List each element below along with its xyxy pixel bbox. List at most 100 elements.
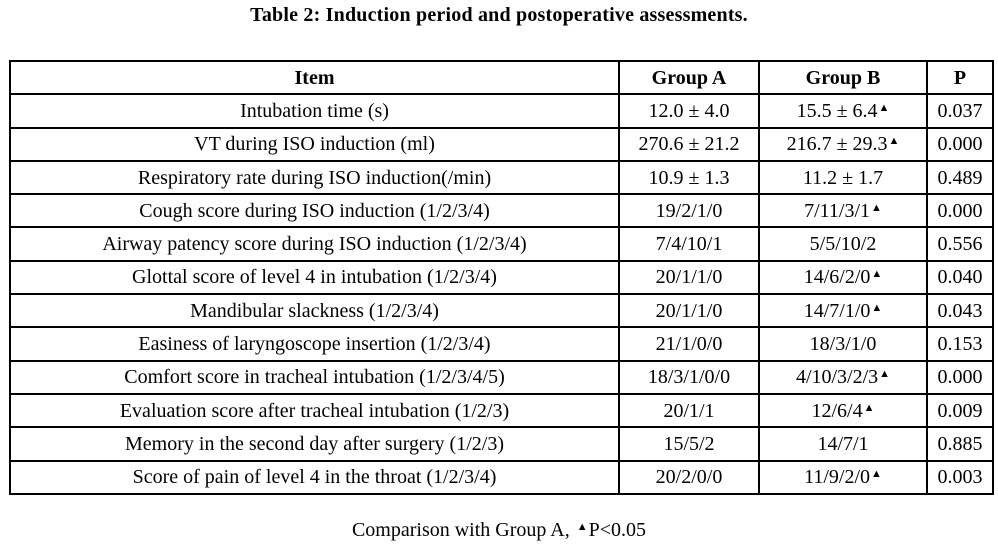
cell-p-value-text: 0.037 [937,99,983,122]
cell-item: Cough score during ISO induction (1/2/3/… [9,193,620,229]
cell-group-b: 15.5 ± 6.4▲ [758,93,928,129]
cell-p-value-text: 0.040 [937,266,983,289]
significance-marker-icon: ▲ [863,401,875,414]
cell-item: Score of pain of level 4 in the throat (… [9,459,620,495]
cell-p-value: 0.000 [926,359,994,395]
cell-item-text: Airway patency score during ISO inductio… [102,233,527,256]
assessment-table: Item Group A Group B P Intubation time (… [9,59,994,495]
cell-item-text: VT during ISO induction (ml) [194,133,435,156]
cell-p-value: 0.037 [926,93,994,129]
table-row: Memory in the second day after surgery (… [9,426,994,462]
cell-group-a-text: 20/1/1 [663,399,715,422]
table-row: Evaluation score after tracheal intubati… [9,392,994,429]
footnote: Comparison with Group A, ▲P<0.05 [0,519,998,542]
cell-item-text: Comfort score in tracheal intubation (1/… [124,366,505,389]
cell-group-a: 270.6 ± 21.2 [618,126,760,162]
table-row: Mandibular slackness (1/2/3/4) 20/1/1/0 14… [9,293,994,329]
significance-marker-icon: ▲ [871,268,883,281]
table-body: Intubation time (s) 12.0 ± 4.0 15.5 ± 6.4▲… [9,93,994,495]
footnote-suffix: P<0.05 [588,519,647,541]
cell-group-b-text: 14/7/1 [817,432,869,455]
cell-p-value: 0.153 [926,326,994,362]
table-row: Comfort score in tracheal intubation (1/… [9,359,994,395]
cell-group-b-text: 14/7/1/0 [803,299,871,322]
significance-marker-icon: ▲ [871,468,882,481]
cell-p-value-text: 0.043 [937,299,983,322]
cell-group-b: 14/7/1 [758,426,928,462]
cell-group-b-text: 5/5/10/2 [809,233,877,256]
cell-group-a: 20/1/1/0 [618,259,760,296]
significance-marker-icon: ▲ [878,101,890,114]
cell-item: Mandibular slackness (1/2/3/4) [9,293,620,329]
cell-group-b: 12/6/4▲ [758,392,928,429]
cell-p-value-text: 0.009 [937,399,983,422]
cell-p-value: 0.000 [926,193,994,229]
significance-marker-icon: ▲ [879,368,891,381]
cell-group-b: 14/6/2/0▲ [758,259,928,296]
cell-group-a: 7/4/10/1 [618,226,760,262]
cell-p-value: 0.489 [926,159,994,196]
cell-p-value: 0.043 [926,293,994,329]
table-title: Table 2: Induction period and postoperat… [250,4,748,26]
cell-item: VT during ISO induction (ml) [9,126,620,162]
cell-p-value-text: 0.153 [937,333,983,356]
cell-group-b: 11/9/2/0▲ [758,459,928,495]
cell-p-value-text: 0.003 [937,466,983,489]
header-group-a: Group A [618,59,760,96]
cell-group-a-text: 12.0 ± 4.0 [648,99,730,122]
table-header-row: Item Group A Group B P [9,59,994,96]
cell-group-a: 20/1/1 [618,392,760,429]
table-row: Easiness of laryngoscope insertion (1/2/… [9,326,994,362]
cell-group-a-text: 20/1/1/0 [655,266,723,289]
cell-p-value: 0.040 [926,259,994,296]
footnote-prefix: Comparison with Group A, [351,519,570,541]
cell-item: Respiratory rate during ISO induction(/m… [9,159,620,196]
cell-item: Intubation time (s) [9,93,620,129]
table-row: VT during ISO induction (ml) 270.6 ± 21.2… [9,126,994,162]
cell-group-a: 21/1/0/0 [618,326,760,362]
table-row: Cough score during ISO induction (1/2/3/… [9,193,994,229]
cell-group-a-text: 18/3/1/0/0 [647,366,731,389]
cell-group-a: 12.0 ± 4.0 [618,93,760,129]
cell-item-text: Score of pain of level 4 in the throat (… [132,466,497,489]
cell-group-b: 11.2 ± 1.7 [758,159,928,196]
cell-item: Airway patency score during ISO inductio… [9,226,620,262]
cell-p-value-text: 0.000 [937,133,983,156]
cell-p-value: 0.009 [926,392,994,429]
header-p: P [926,59,994,96]
significance-marker-icon: ▲ [871,201,882,214]
cell-item: Comfort score in tracheal intubation (1/… [9,359,620,395]
cell-group-a: 19/2/1/0 [618,193,760,229]
cell-group-a-text: 10.9 ± 1.3 [648,166,730,189]
cell-group-b: 18/3/1/0 [758,326,928,362]
cell-item-text: Mandibular slackness (1/2/3/4) [190,299,439,322]
cell-p-value-text: 0.556 [937,233,983,256]
cell-group-a-text: 19/2/1/0 [655,199,723,222]
cell-group-a: 10.9 ± 1.3 [618,159,760,196]
cell-item: Glottal score of level 4 in intubation (… [9,259,620,296]
significance-marker-icon: ▲ [888,135,900,148]
cell-group-a-text: 20/2/0/0 [655,466,723,489]
cell-group-b-text: 11/9/2/0 [804,466,871,489]
cell-item-text: Easiness of laryngoscope insertion (1/2/… [138,333,491,356]
cell-group-b: 7/11/3/1▲ [758,193,928,229]
cell-group-a-text: 21/1/0/0 [655,333,723,356]
cell-group-a-text: 15/5/2 [663,432,715,455]
header-item: Item [9,59,620,96]
cell-item: Memory in the second day after surgery (… [9,426,620,462]
cell-group-b-text: 11.2 ± 1.7 [802,166,884,189]
cell-item: Evaluation score after tracheal intubati… [9,392,620,429]
cell-group-b-text: 12/6/4 [811,399,863,422]
cell-group-b: 14/7/1/0▲ [758,293,928,329]
cell-group-a: 20/2/0/0 [618,459,760,495]
significance-marker-icon: ▲ [871,301,883,314]
cell-p-value: 0.885 [926,426,994,462]
cell-p-value: 0.000 [926,126,994,162]
cell-group-a-text: 270.6 ± 21.2 [638,133,740,156]
cell-p-value-text: 0.885 [937,432,983,455]
cell-group-a-text: 7/4/10/1 [655,233,723,256]
cell-group-a: 18/3/1/0/0 [618,359,760,395]
cell-group-b: 5/5/10/2 [758,226,928,262]
significance-marker-icon: ▲ [576,521,588,533]
cell-group-a: 20/1/1/0 [618,293,760,329]
